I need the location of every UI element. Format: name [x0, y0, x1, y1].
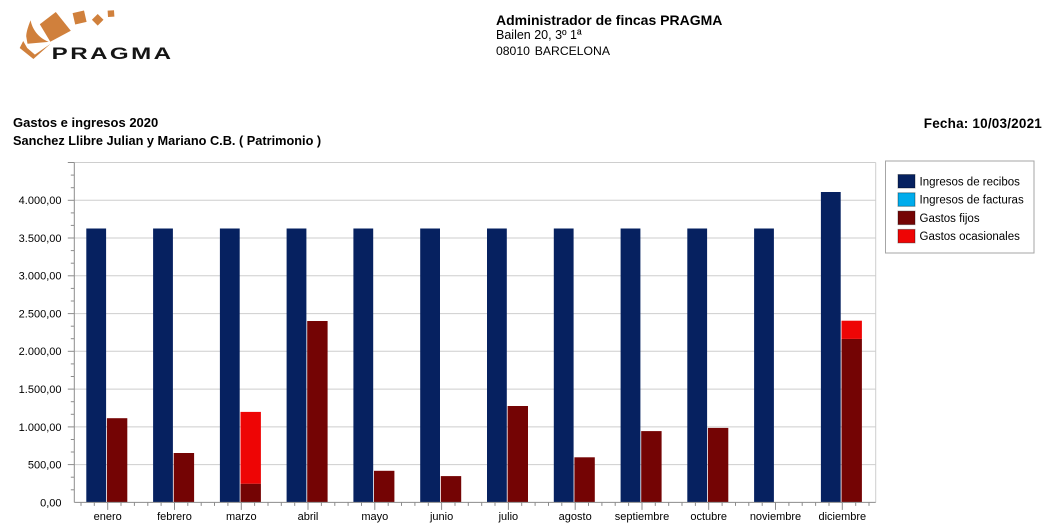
svg-text:enero: enero: [94, 511, 122, 523]
svg-text:4.000,00: 4.000,00: [19, 195, 62, 207]
svg-text:3.500,00: 3.500,00: [19, 233, 62, 245]
svg-text:febrero: febrero: [157, 511, 192, 523]
svg-text:Ingresos de facturas: Ingresos de facturas: [920, 195, 1024, 207]
svg-text:Gastos ocasionales: Gastos ocasionales: [920, 231, 1021, 243]
svg-text:3.000,00: 3.000,00: [19, 271, 62, 283]
svg-text:0,00: 0,00: [40, 497, 61, 509]
svg-text:2.000,00: 2.000,00: [19, 346, 62, 358]
svg-text:Gastos fijos: Gastos fijos: [920, 213, 980, 225]
svg-text:500,00: 500,00: [28, 460, 62, 472]
svg-text:julio: julio: [498, 511, 519, 523]
svg-text:agosto: agosto: [559, 511, 592, 523]
svg-text:septiembre: septiembre: [615, 511, 669, 523]
svg-text:PRAGMA: PRAGMA: [52, 44, 172, 63]
svg-text:2.500,00: 2.500,00: [19, 309, 62, 321]
svg-text:1.000,00: 1.000,00: [19, 422, 62, 434]
svg-text:1.500,00: 1.500,00: [19, 384, 62, 396]
svg-text:diciembre: diciembre: [818, 511, 866, 523]
svg-text:abril: abril: [298, 511, 319, 523]
svg-text:Ingresos de recibos: Ingresos de recibos: [920, 176, 1021, 188]
svg-text:marzo: marzo: [226, 511, 257, 523]
svg-text:noviembre: noviembre: [750, 511, 801, 523]
svg-text:junio: junio: [429, 511, 453, 523]
svg-text:octubre: octubre: [690, 511, 727, 523]
svg-text:mayo: mayo: [361, 511, 388, 523]
